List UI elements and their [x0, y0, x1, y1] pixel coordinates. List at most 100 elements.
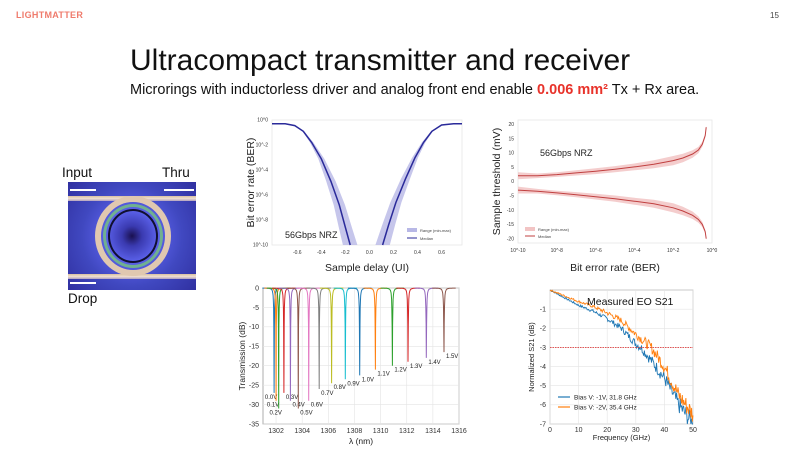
x-tick-label: 0: [548, 427, 552, 434]
y-axis-label: Normalized S21 (dB): [527, 322, 536, 392]
y-tick-label: -15: [507, 222, 514, 228]
y-tick-label: 20: [508, 122, 514, 128]
x-tick-label: 0.6: [438, 250, 445, 256]
resonance-curve: [286, 287, 310, 409]
legend-range-swatch: [525, 227, 535, 231]
y-tick-label: 0: [511, 179, 514, 185]
x-tick-label: 10^-10: [510, 248, 525, 254]
voltage-label: 0.8V: [334, 385, 346, 391]
voltage-label: 0.5V: [300, 410, 312, 416]
x-tick-label: 10^0: [707, 248, 718, 254]
subtitle-text: Microrings with inductorless driver and …: [130, 82, 538, 98]
slide-subtitle: Microrings with inductorless driver and …: [130, 82, 699, 98]
voltage-label: 1.5V: [446, 354, 458, 360]
y-tick-label: 10^-8: [256, 218, 269, 224]
x-axis-label: Bit error rate (BER): [570, 262, 660, 274]
y-tick-label: 15: [508, 136, 514, 142]
thru-arrow-icon: [164, 189, 194, 191]
x-tick-label: 0.0: [366, 250, 373, 256]
area-highlight: 0.006 mm²: [537, 82, 608, 98]
y-tick-label: -20: [507, 236, 514, 242]
voltage-label: 0.1V: [267, 403, 279, 409]
voltage-label: 1.0V: [362, 377, 374, 383]
y-tick-label: -7: [540, 421, 546, 428]
range-band: [518, 125, 707, 180]
x-tick-label: 30: [632, 427, 640, 434]
x-tick-label: 1310: [373, 428, 389, 435]
voltage-label: 0.7V: [321, 391, 333, 397]
x-tick-label: 40: [661, 427, 669, 434]
voltage-label: 0.3V: [286, 395, 298, 401]
y-axis-label: Transmission (dB): [237, 322, 247, 391]
x-tick-label: 10^-6: [589, 248, 602, 254]
plot-area: [517, 119, 713, 244]
y-tick-label: 10^-2: [256, 143, 269, 149]
voltage-label: 1.2V: [394, 368, 406, 374]
y-tick-label: -10: [507, 208, 514, 214]
threshold-vs-ber-chart: 10^-10 10^-8 10^-6 10^-4 10^-2 10^0 20 15 10 5 0 -5…: [491, 119, 718, 274]
x-axis-label: Frequency (GHz): [593, 433, 651, 442]
voltage-label: 1.3V: [410, 364, 422, 370]
y-axis-label: Sample threshold (mV): [491, 128, 503, 235]
median-line: [272, 123, 351, 246]
range-band: [271, 123, 358, 245]
x-tick-label: 1312: [399, 428, 415, 435]
y-tick-label: -35: [249, 421, 259, 428]
median-line: [517, 189, 707, 239]
subtitle-end: Tx + Rx area.: [607, 82, 700, 98]
s21-curve: [549, 289, 694, 422]
x-tick-label: 0.2: [390, 250, 397, 256]
lightmatter-logo: LIGHTMATTER: [16, 10, 84, 20]
x-tick-label: -0.2: [341, 250, 350, 256]
x-tick-label: 50: [689, 427, 697, 434]
x-tick-label: -0.4: [317, 250, 326, 256]
x-axis-label: λ (nm): [349, 436, 373, 446]
voltage-label: 1.4V: [428, 360, 440, 366]
s21-curve: [549, 289, 693, 425]
y-tick-label: -4: [540, 364, 546, 371]
y-tick-label: 10: [508, 151, 514, 157]
x-tick-label: -0.6: [293, 250, 302, 256]
voltage-label: 0.0V: [265, 395, 277, 401]
input-arrow-icon: [70, 189, 96, 191]
drop-label: Drop: [68, 291, 98, 306]
y-tick-label: 10^0: [257, 118, 268, 124]
y-tick-label: -2: [540, 326, 546, 333]
y-tick-label: -10: [249, 324, 259, 331]
slide-title: Ultracompact transmitter and receiver: [130, 44, 631, 77]
y-tick-label: -5: [253, 305, 259, 312]
y-tick-label: -15: [249, 344, 259, 351]
x-tick-label: 20: [603, 427, 611, 434]
x-tick-label: 1306: [321, 428, 337, 435]
y-tick-label: -25: [249, 382, 259, 389]
x-tick-label: 1302: [268, 428, 284, 435]
x-tick-label: 10^-8: [551, 248, 564, 254]
ring-transmission-chart: 1302 1304 1306 1308 1310 1312 1314 1316 0 -5 -10 -1…: [237, 285, 467, 446]
x-axis-label: Sample delay (UI): [325, 262, 409, 274]
ber-vs-delay-chart: -0.6 -0.4 -0.2 0.0 0.2 0.4 0.6 10^0 10^-2 10^-4 10…: [245, 118, 463, 274]
x-tick-label: 0.4: [414, 250, 421, 256]
x-tick-label: 10^-2: [667, 248, 680, 254]
legend-median-label: Median: [420, 236, 433, 241]
chart-title: Measured EO S21: [587, 296, 674, 308]
rate-annotation: 56Gbps NRZ: [540, 148, 593, 158]
range-band: [518, 186, 707, 241]
y-tick-label: 10^-4: [256, 168, 269, 174]
legend-range-label: Range (min-max): [420, 228, 452, 233]
y-tick-label: 0: [255, 285, 259, 292]
plot-area: [271, 119, 463, 246]
range-band: [375, 123, 463, 245]
x-tick-label: 10^-4: [628, 248, 641, 254]
y-tick-label: -3: [540, 345, 546, 352]
resonance-curve: [297, 287, 321, 401]
legend-label: Bias V: -1V, 31.8 GHz: [574, 395, 637, 402]
x-tick-label: 1314: [425, 428, 441, 435]
rate-annotation: 56Gbps NRZ: [285, 230, 338, 240]
drop-arrow-icon: [70, 282, 96, 284]
y-tick-label: -5: [510, 193, 515, 199]
microring-micrograph: [68, 182, 196, 290]
page-number: 15: [770, 11, 779, 20]
median-line: [518, 127, 707, 177]
voltage-label: 0.2V: [270, 410, 282, 416]
